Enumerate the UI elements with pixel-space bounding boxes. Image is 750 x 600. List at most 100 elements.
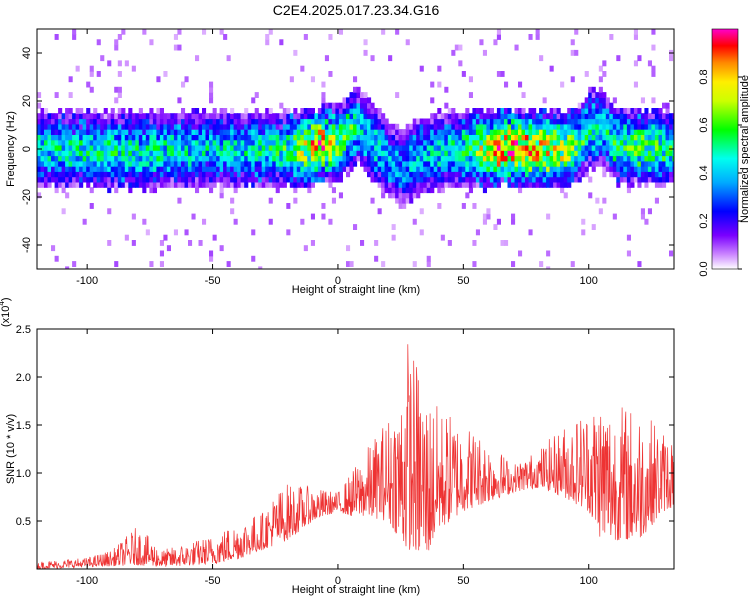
spectrogram-cell: [511, 144, 516, 151]
spectrogram-cell: [163, 176, 168, 183]
spectrogram-cell: [521, 176, 526, 183]
spectrogram-cell: [163, 160, 168, 167]
spectrogram-cell: [286, 144, 291, 151]
spectrogram-cell: [149, 144, 154, 151]
spectrogram-cell: [321, 118, 326, 125]
spectrogram-cell: [423, 129, 428, 135]
spectrogram-cell: [54, 123, 59, 130]
spectrogram-cell: [202, 123, 207, 130]
spectrogram-cell: [156, 118, 161, 125]
spectrogram-cell: [338, 166, 343, 172]
spectrogram-cell: [423, 171, 428, 178]
spectrogram-cell: [616, 139, 621, 146]
spectrogram-cell: [159, 123, 164, 130]
spectrogram-cell: [223, 155, 228, 162]
spectrogram-cell: [433, 171, 438, 178]
spectrogram-cell: [258, 123, 263, 130]
spectrogram-cell: [623, 129, 628, 135]
spectrogram-cell: [461, 139, 466, 146]
spectrogram-cell: [356, 123, 361, 130]
spectrogram-cell: [338, 118, 343, 125]
spectrogram-cell: [272, 181, 277, 188]
spectrogram-cell: [514, 144, 519, 151]
spectrogram-cell: [272, 160, 277, 167]
spectrogram-cell: [184, 155, 189, 162]
spectrogram-cell: [570, 118, 575, 125]
spectrogram-cell: [549, 65, 554, 72]
spectrogram-cell: [54, 166, 59, 172]
spectrogram-cell: [419, 229, 424, 236]
spectrogram-cell: [630, 118, 635, 125]
spectrogram-cell: [584, 166, 589, 172]
spectrogram-cell: [289, 166, 294, 172]
spectrogram-cell: [135, 129, 140, 135]
spectrogram-cell: [110, 118, 115, 125]
spectrogram-cell: [388, 166, 393, 172]
spectrogram-cell: [251, 113, 256, 120]
spectrogram-cell: [54, 92, 59, 98]
spectrogram-cell: [496, 29, 501, 35]
spectrogram-cell: [159, 250, 164, 257]
spectrogram-cell: [209, 86, 214, 93]
spectrogram-cell: [65, 176, 70, 183]
spectrogram-cell: [275, 187, 280, 194]
spectrogram-cell: [472, 261, 477, 267]
spectrogram-cell: [72, 118, 77, 125]
spectrogram-cell: [514, 166, 519, 172]
spectrogram-cell: [296, 155, 301, 162]
spectrogram-cell: [356, 144, 361, 151]
spectrogram-cell: [535, 113, 540, 120]
spectrogram-cell: [138, 144, 143, 151]
snr-frame: [36, 328, 675, 570]
spectrogram-cell: [152, 187, 157, 194]
spectrogram-cell: [486, 139, 491, 146]
spectrogram-cell: [135, 160, 140, 167]
spectrogram-cell: [612, 144, 617, 151]
spectrogram-cell: [61, 166, 66, 172]
spectrogram-cell: [482, 150, 487, 157]
spectrogram-cell: [356, 97, 361, 104]
spectrogram-cell: [300, 113, 305, 120]
spectrogram-cell: [493, 134, 498, 141]
spectrogram-cell: [412, 134, 417, 141]
spectrogram-cell: [553, 166, 558, 172]
spectrogram-cell: [107, 118, 112, 125]
spectrogram-cell: [598, 108, 603, 114]
spectrogram-cell: [65, 160, 70, 167]
spectrogram-cell: [570, 171, 575, 178]
spectrogram-cell: [489, 160, 494, 167]
spectrogram-cell: [346, 155, 351, 162]
spectrogram-cell: [338, 29, 343, 35]
spectrogram-cell: [254, 181, 259, 188]
spectrogram-cell: [518, 176, 523, 183]
spectrogram-cell: [209, 150, 214, 157]
spectrogram-cell: [619, 108, 624, 114]
spectrogram-cell: [251, 255, 256, 262]
spectrogram-cell: [265, 139, 270, 146]
spectrogram-cell: [317, 129, 322, 135]
spectrogram-cell: [416, 171, 421, 178]
spectrogram-cell: [395, 155, 400, 162]
spectrogram-cell: [177, 134, 182, 141]
spectrogram-cell: [518, 171, 523, 178]
spectrogram-cell: [511, 123, 516, 130]
spectrogram-cell: [275, 155, 280, 162]
spectrogram-cell: [310, 134, 315, 141]
spectrogram-cell: [395, 197, 400, 204]
spectrogram-cell: [602, 197, 607, 204]
spectrogram-cell: [451, 171, 456, 178]
spectrogram-cell: [468, 113, 473, 120]
spectrogram-cell: [226, 113, 231, 120]
spectrogram-cell: [468, 187, 473, 194]
spectrogram-cell: [669, 171, 674, 178]
spectrogram-cell: [44, 113, 49, 120]
spectrogram-cell: [82, 155, 87, 162]
spectrogram-x-tick-label: 0: [335, 275, 341, 287]
spectrogram-cell: [321, 150, 326, 157]
spectrogram-cell: [121, 144, 126, 151]
spectrogram-cell: [61, 171, 66, 178]
spectrogram-cell: [549, 144, 554, 151]
spectrogram-cell: [338, 192, 343, 199]
spectrogram-cell: [416, 181, 421, 188]
spectrogram-cell: [549, 171, 554, 178]
